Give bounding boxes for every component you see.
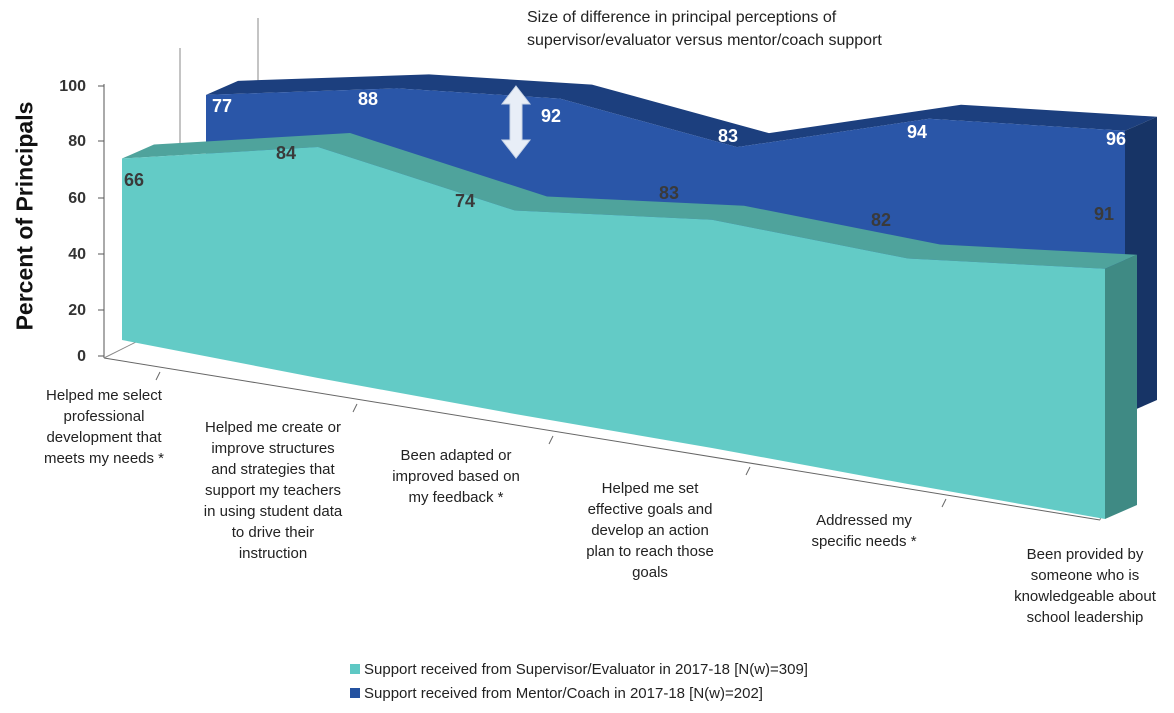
category-label-line: meets my needs * xyxy=(44,450,164,467)
data-label-supervisor-evaluator: 84 xyxy=(276,143,296,163)
supervisor-evaluator-front-face xyxy=(122,147,1105,519)
category-label-line: Helped me set xyxy=(602,480,700,497)
category-label-line: instruction xyxy=(239,545,307,562)
category-label-line: knowledgeable about xyxy=(1014,588,1157,605)
category-label-line: my feedback * xyxy=(408,489,503,506)
data-label-mentor-coach: 96 xyxy=(1106,129,1126,149)
category-label-line: Been adapted or xyxy=(401,447,512,464)
data-label-supervisor-evaluator: 74 xyxy=(455,191,475,211)
legend-item-supervisor: Support received from Supervisor/Evaluat… xyxy=(350,657,808,681)
y-tick-label: 100 xyxy=(59,78,86,95)
category-label-line: specific needs * xyxy=(811,533,916,550)
legend-label-supervisor: Support received from Supervisor/Evaluat… xyxy=(364,660,808,678)
legend: Support received from Supervisor/Evaluat… xyxy=(350,657,808,705)
category-label-line: Been provided by xyxy=(1027,546,1144,563)
y-tick-label: 20 xyxy=(68,302,86,319)
x-tick-mark xyxy=(941,498,947,508)
y-tick-label: 80 xyxy=(68,133,86,150)
data-label-supervisor-evaluator: 91 xyxy=(1094,204,1114,224)
supervisor-evaluator-series xyxy=(122,133,1137,519)
category-label: Been adapted or improved based on my feedb… xyxy=(392,447,520,506)
category-label-line: Helped me create or xyxy=(205,419,341,436)
data-label-supervisor-evaluator: 83 xyxy=(659,183,679,203)
category-label: Helped me select professional development … xyxy=(44,387,164,467)
y-tick-label: 40 xyxy=(68,246,86,263)
difference-arrow-icon xyxy=(500,85,532,159)
x-tick-mark xyxy=(155,371,161,381)
supervisor-evaluator-side-face xyxy=(1105,254,1137,519)
category-label-line: effective goals and xyxy=(588,501,713,518)
category-label-line: goals xyxy=(632,564,668,581)
y-axis-label: Percent of Principals xyxy=(11,101,38,331)
category-label-line: plan to reach those xyxy=(586,543,714,560)
category-label-line: school leadership xyxy=(1027,609,1144,626)
data-label-supervisor-evaluator: 66 xyxy=(124,170,144,190)
category-labels: Helped me select professional development … xyxy=(44,387,1157,626)
category-label-line: Addressed my xyxy=(816,512,912,529)
x-axis-line xyxy=(103,357,1101,521)
legend-label-mentor: Support received from Mentor/Coach in 20… xyxy=(364,684,763,702)
data-label-mentor-coach: 83 xyxy=(718,126,738,146)
category-label-line: develop an action xyxy=(591,522,709,539)
category-label-line: to drive their xyxy=(232,524,315,541)
category-label-line: support my teachers xyxy=(205,482,341,499)
supervisor-evaluator-top-ribbon xyxy=(122,133,1137,269)
data-label-mentor-coach: 77 xyxy=(212,96,232,116)
category-label-line: in using student data xyxy=(204,503,343,520)
data-label-mentor-coach: 94 xyxy=(907,122,927,142)
data-label-supervisor-evaluator: 82 xyxy=(871,210,891,230)
legend-item-mentor: Support received from Mentor/Coach in 20… xyxy=(350,681,808,705)
legend-swatch-mentor xyxy=(350,688,360,698)
mentor-coach-top-ribbon xyxy=(206,74,1157,148)
category-label-line: professional xyxy=(64,408,145,425)
legend-swatch-supervisor xyxy=(350,664,360,674)
category-label-line: improved based on xyxy=(392,468,520,485)
difference-annotation: Size of difference in principal percepti… xyxy=(527,6,887,52)
data-labels: 77 88 92 83 94 96 66 84 74 83 82 91 xyxy=(124,89,1126,230)
annotation-line-2: supervisor/evaluator versus mentor/coach… xyxy=(527,32,882,49)
category-label: Helped me set effective goals and develop … xyxy=(586,480,714,581)
category-label-line: someone who is xyxy=(1031,567,1139,584)
x-tick-mark xyxy=(352,403,358,413)
category-label-line: improve structures xyxy=(211,440,334,457)
category-label: Helped me create or improve structures and… xyxy=(204,419,343,562)
data-label-mentor-coach: 92 xyxy=(541,106,561,126)
category-label: Been provided by someone who is knowledgea… xyxy=(1014,546,1157,626)
y-tick-label: 0 xyxy=(77,348,86,365)
y-tick-label: 60 xyxy=(68,190,86,207)
category-label-line: and strategies that xyxy=(211,461,335,478)
x-tick-mark xyxy=(745,466,751,476)
category-label-line: Helped me select xyxy=(46,387,163,404)
category-label-line: development that xyxy=(46,429,162,446)
x-tick-mark xyxy=(548,435,554,445)
annotation-line-1: Size of difference in principal percepti… xyxy=(527,9,837,26)
category-label: Addressed my specific needs * xyxy=(811,512,916,550)
data-label-mentor-coach: 88 xyxy=(358,89,378,109)
